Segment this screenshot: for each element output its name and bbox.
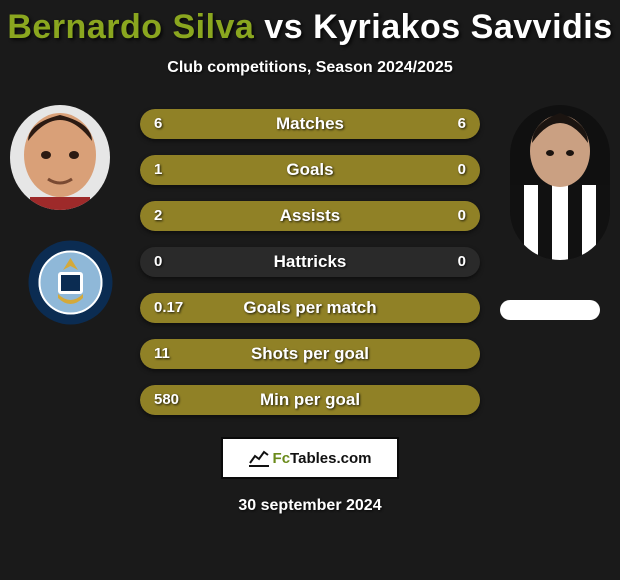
player2-club-badge xyxy=(500,300,600,320)
brand-prefix: Fc xyxy=(273,450,291,467)
stat-label: Hattricks xyxy=(140,247,480,277)
player1-avatar xyxy=(10,105,110,210)
stat-row: 00Hattricks xyxy=(140,247,480,277)
player2-avatar xyxy=(510,105,610,260)
stat-row: 0.17Goals per match xyxy=(140,293,480,323)
stat-label: Goals per match xyxy=(140,293,480,323)
stat-row: 11Shots per goal xyxy=(140,339,480,369)
stat-label: Matches xyxy=(140,109,480,139)
subtitle: Club competitions, Season 2024/2025 xyxy=(0,59,620,77)
brand-suffix: Tables.com xyxy=(290,450,371,467)
stat-label: Goals xyxy=(140,155,480,185)
footer-brand: FcTables.com xyxy=(221,437,399,479)
stat-label: Min per goal xyxy=(140,385,480,415)
chart-icon xyxy=(249,449,269,467)
player1-name: Bernardo Silva xyxy=(7,8,254,46)
stat-label: Shots per goal xyxy=(140,339,480,369)
page-title: Bernardo Silva vs Kyriakos Savvidis xyxy=(0,0,620,47)
player1-club-badge xyxy=(28,240,113,325)
player2-name: Kyriakos Savvidis xyxy=(313,8,613,46)
stat-row: 10Goals xyxy=(140,155,480,185)
stat-bars: 66Matches 10Goals 20Assists 00Hattricks 0.17… xyxy=(140,109,480,431)
stat-label: Assists xyxy=(140,201,480,231)
compare-area: 66Matches 10Goals 20Assists 00Hattricks 0.17… xyxy=(0,105,620,425)
footer-date: 30 september 2024 xyxy=(0,497,620,515)
stat-row: 580Min per goal xyxy=(140,385,480,415)
vs-text: vs xyxy=(264,8,303,46)
stat-row: 20Assists xyxy=(140,201,480,231)
stat-row: 66Matches xyxy=(140,109,480,139)
